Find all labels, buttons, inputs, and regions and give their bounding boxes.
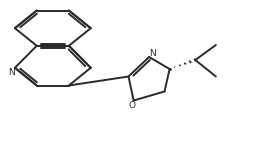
Text: N: N xyxy=(8,68,14,77)
Text: N: N xyxy=(149,49,155,58)
Text: O: O xyxy=(128,100,135,109)
